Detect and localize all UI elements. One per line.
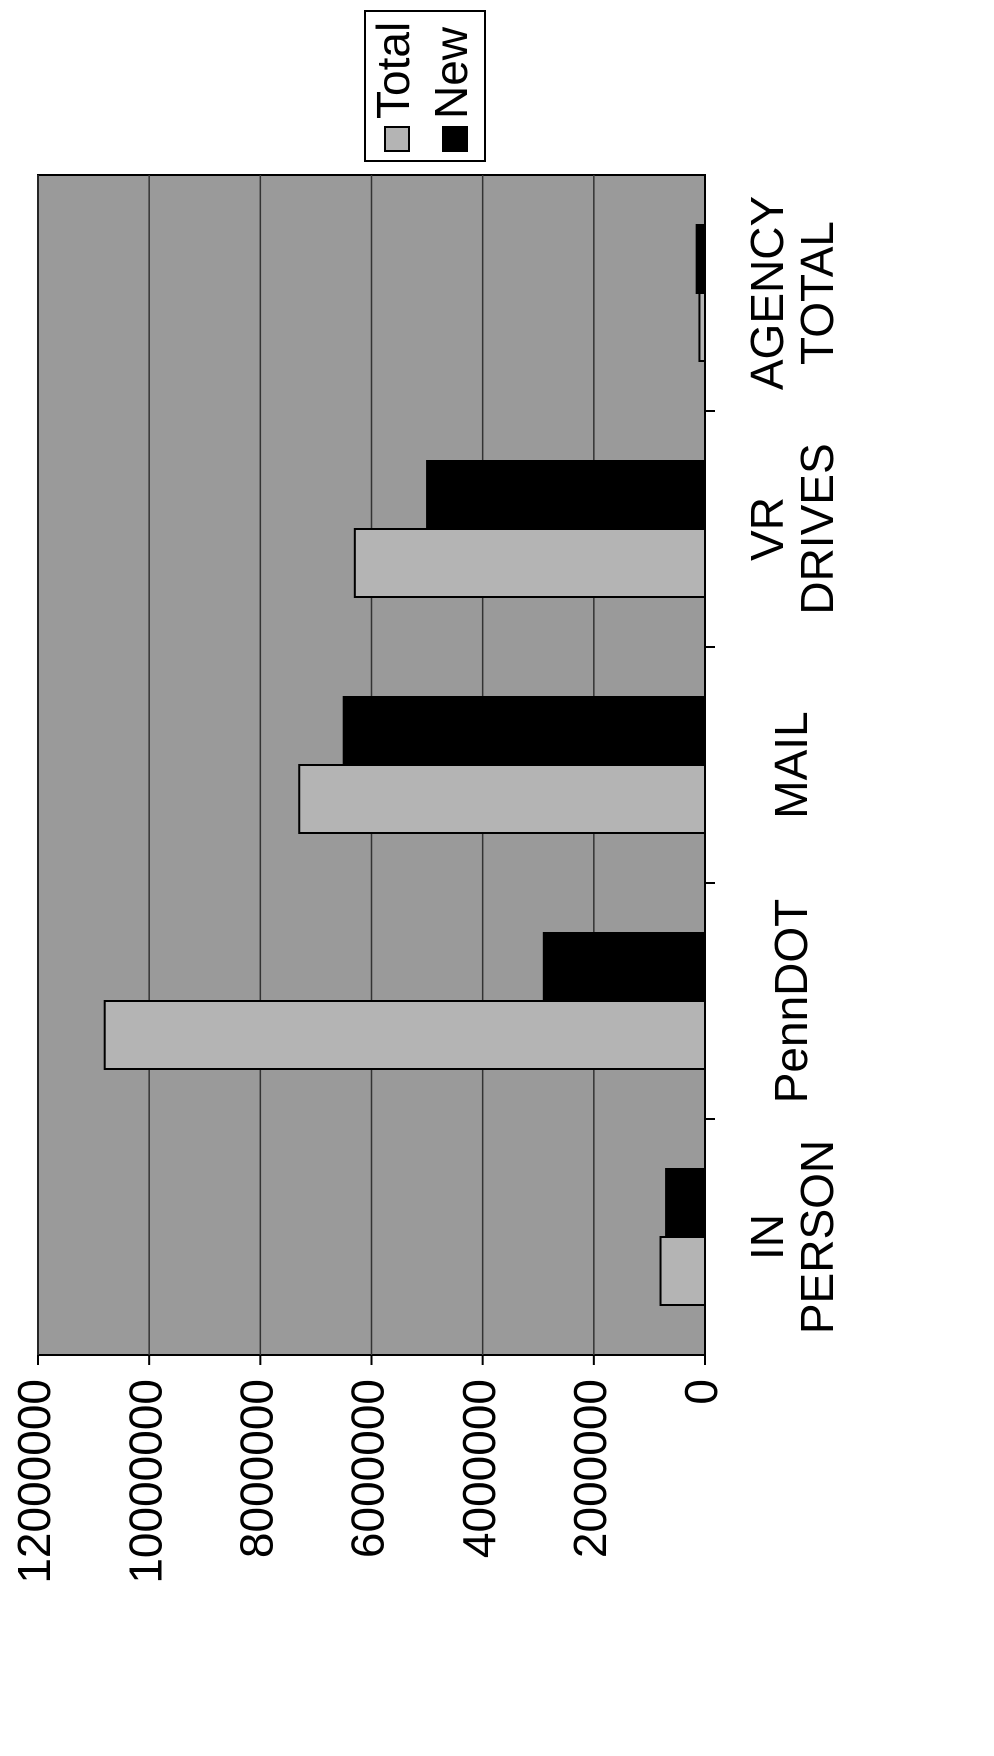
bar — [659, 1236, 706, 1306]
x-tick-label: INPERSON — [741, 1140, 843, 1334]
rotated-chart: 0 2000000 4000000 6000000 8000000 10000000 120… — [8, 10, 843, 1584]
y-tick-label: 4000000 — [453, 1379, 505, 1558]
y-tick-label: 2000000 — [564, 1379, 616, 1558]
y-tick-label: 10000000 — [119, 1379, 171, 1584]
x-tick-label: PennDOT — [765, 899, 817, 1104]
bar — [353, 528, 706, 598]
bar — [426, 460, 706, 530]
y-tick-label: 12000000 — [8, 1379, 60, 1584]
bar — [342, 696, 706, 766]
y-tick-label: 6000000 — [342, 1379, 394, 1558]
legend-label: New — [425, 26, 477, 119]
y-tick-label: 8000000 — [230, 1379, 282, 1558]
bar — [542, 932, 707, 1002]
bar — [298, 764, 706, 834]
legend-swatch — [384, 126, 410, 152]
bar — [103, 1000, 706, 1070]
y-tick-label: 0 — [675, 1379, 727, 1405]
bar — [665, 1168, 707, 1238]
legend-label: Total — [367, 22, 419, 119]
x-tick-label: MAIL — [765, 711, 817, 818]
bar — [698, 292, 706, 362]
legend-box — [364, 10, 486, 162]
bar — [695, 224, 706, 294]
legend-swatch — [442, 126, 468, 152]
x-tick-label: AGENCYTOTAL — [741, 196, 843, 390]
x-tick-label: VRDRIVES — [741, 443, 843, 614]
